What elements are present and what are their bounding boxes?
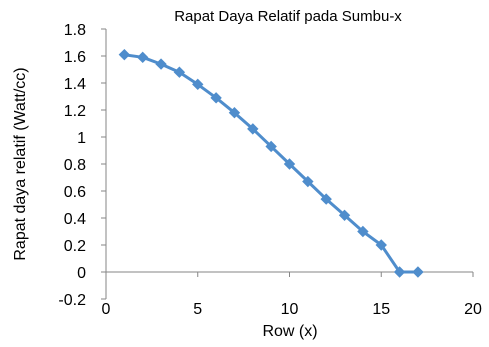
x-axis-label: Row (x) bbox=[262, 323, 317, 340]
data-point-marker bbox=[283, 158, 296, 170]
data-point-marker bbox=[302, 175, 314, 188]
y-tick-label: 0.2 bbox=[64, 238, 86, 255]
y-axis-label: Rapat daya relatif (Watt/cc) bbox=[12, 67, 29, 260]
data-point-marker bbox=[375, 239, 387, 251]
data-series bbox=[118, 48, 424, 278]
y-tick-label: 1.6 bbox=[64, 49, 86, 66]
data-point-marker bbox=[338, 209, 351, 222]
y-tick-label: 1.2 bbox=[64, 103, 86, 120]
data-point-marker bbox=[357, 225, 369, 238]
y-tick-label: 0.4 bbox=[64, 211, 86, 228]
y-tick-label: -0.2 bbox=[58, 292, 86, 309]
data-point-marker bbox=[393, 266, 406, 278]
data-point-marker bbox=[118, 48, 131, 61]
y-tick-label: 0.8 bbox=[64, 157, 86, 174]
data-point-marker bbox=[173, 66, 186, 78]
series-line bbox=[124, 53, 418, 274]
x-tick-labels: 0 5 10 15 20 bbox=[102, 301, 482, 318]
data-point-marker bbox=[412, 266, 424, 278]
data-point-marker bbox=[210, 92, 222, 104]
data-point-marker bbox=[320, 193, 332, 205]
y-tick-label: 1.8 bbox=[64, 22, 86, 39]
y-tick-label: 0.6 bbox=[64, 184, 86, 201]
data-point-marker bbox=[136, 51, 149, 64]
x-tick-label: 10 bbox=[281, 301, 299, 318]
y-tick-label: 1.4 bbox=[64, 76, 86, 93]
y-tick-label: 1 bbox=[77, 130, 86, 147]
data-point-marker bbox=[247, 123, 259, 135]
x-tick-label: 20 bbox=[464, 301, 482, 318]
data-point-marker bbox=[228, 106, 241, 119]
x-tick-label: 5 bbox=[193, 301, 202, 318]
x-tick-label: 0 bbox=[102, 301, 111, 318]
data-point-marker bbox=[155, 58, 167, 70]
y-tick-label: 0 bbox=[77, 265, 86, 282]
y-tick-labels: -0.2 0 0.2 0.4 0.6 0.8 1 1.2 1.4 1.6 1.8 bbox=[58, 22, 86, 309]
data-point-marker bbox=[265, 140, 277, 153]
data-point-marker bbox=[192, 78, 204, 91]
chart-title: Rapat Daya Relatif pada Sumbu-x bbox=[174, 8, 402, 25]
x-tick-label: 15 bbox=[372, 301, 390, 318]
